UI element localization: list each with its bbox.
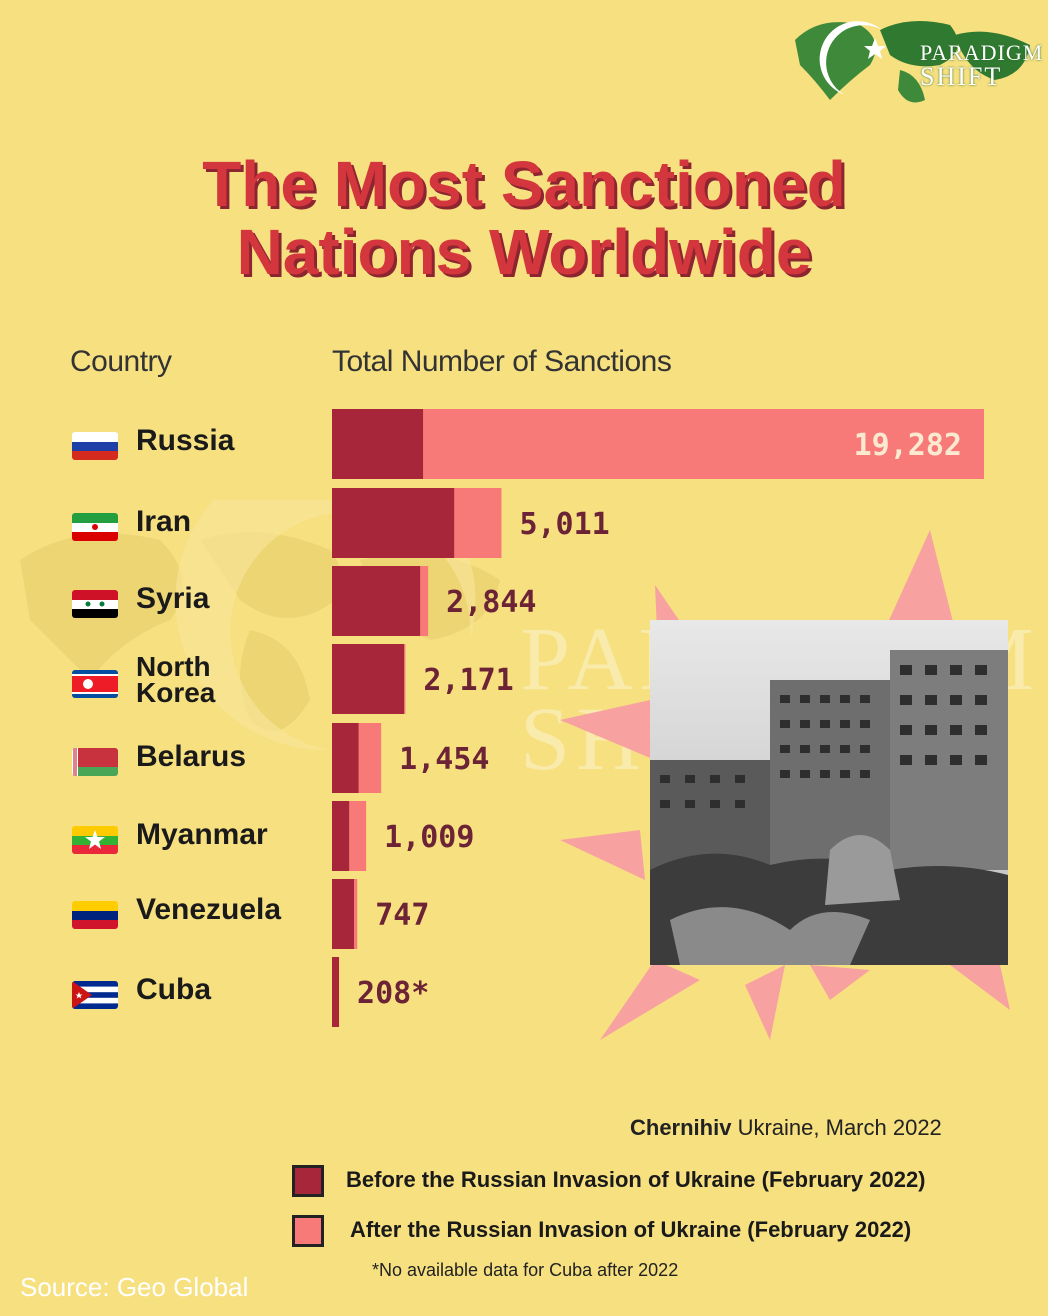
- bar-before-myanmar: [332, 801, 350, 871]
- total-label-cuba: 208*: [357, 976, 429, 1011]
- north-korea-flag-icon: [72, 670, 118, 698]
- total-label-venezuela: 747: [375, 898, 429, 933]
- country-label: Syria: [136, 582, 210, 615]
- cuba-flag-icon: [72, 981, 118, 1009]
- caption-city: Chernihiv: [630, 1115, 732, 1140]
- country-column-header: Country: [70, 345, 172, 378]
- bar-before-venezuela: [332, 879, 355, 949]
- total-label-north-korea: 2,171: [423, 663, 513, 698]
- country-label: Venezuela: [136, 893, 282, 926]
- bar-before-belarus: [332, 723, 359, 793]
- footnote: *No available data for Cuba after 2022: [372, 1260, 679, 1280]
- russia-flag-icon: [72, 432, 118, 460]
- country-label: Cuba: [136, 973, 211, 1006]
- total-label-syria: 2,844: [446, 585, 536, 620]
- belarus-flag-icon: [72, 748, 118, 776]
- bar-after-syria: [420, 566, 429, 636]
- logo-text-shift: SHIFT: [920, 62, 1003, 91]
- bar-before-cuba: [332, 957, 340, 1027]
- chernihiv-destroyed-buildings-photo: [650, 620, 1008, 965]
- country-label: Iran: [136, 505, 192, 538]
- total-column-header: Total Number of Sanctions: [332, 345, 672, 378]
- bar-before-syria: [332, 566, 421, 636]
- total-label-iran: 5,011: [519, 507, 609, 542]
- total-label-russia: 19,282: [854, 428, 962, 463]
- legend-swatch-before: [292, 1165, 324, 1197]
- bar-after-myanmar: [349, 801, 367, 871]
- bar-before-north-korea: [332, 644, 405, 714]
- bar-after-belarus: [358, 723, 382, 793]
- country-label: Myanmar: [136, 818, 268, 851]
- bar-before-iran: [332, 488, 455, 558]
- logo-text-paradigm: PARADIGM: [920, 40, 1044, 65]
- legend-swatch-after: [292, 1215, 324, 1247]
- syria-flag-icon: [72, 590, 118, 618]
- bar-after-venezuela: [354, 879, 358, 949]
- venezuela-flag-icon: [72, 901, 118, 929]
- country-label: North Korea: [136, 651, 216, 708]
- legend-label-after: After the Russian Invasion of Ukraine (F…: [350, 1217, 912, 1242]
- myanmar-flag-icon: [72, 826, 118, 854]
- sanctions-bar-chart: 19,282 5,011 2,844 2,171 1,454 1,009 747 208*: [332, 409, 984, 1027]
- total-label-myanmar: 1,009: [384, 820, 474, 855]
- legend-label-before: Before the Russian Invasion of Ukraine (…: [346, 1167, 926, 1192]
- source-credit: Source: Geo Global: [20, 1272, 249, 1302]
- caption-detail: Ukraine, March 2022: [731, 1115, 942, 1140]
- bar-before-russia: [332, 409, 424, 479]
- country-label: Russia: [136, 424, 235, 457]
- paradigm-shift-logo-icon: [795, 21, 1030, 103]
- bar-after-russia: [423, 409, 984, 479]
- bar-after-north-korea: [404, 644, 406, 714]
- bar-after-iran: [454, 488, 502, 558]
- page-title: The Most Sanctioned Nations Worldwide: [202, 148, 846, 288]
- country-label: Belarus: [136, 740, 247, 773]
- photo-caption: Chernihiv Ukraine, March 2022: [630, 1115, 942, 1141]
- iran-flag-icon: [72, 513, 118, 541]
- total-label-belarus: 1,454: [399, 742, 489, 777]
